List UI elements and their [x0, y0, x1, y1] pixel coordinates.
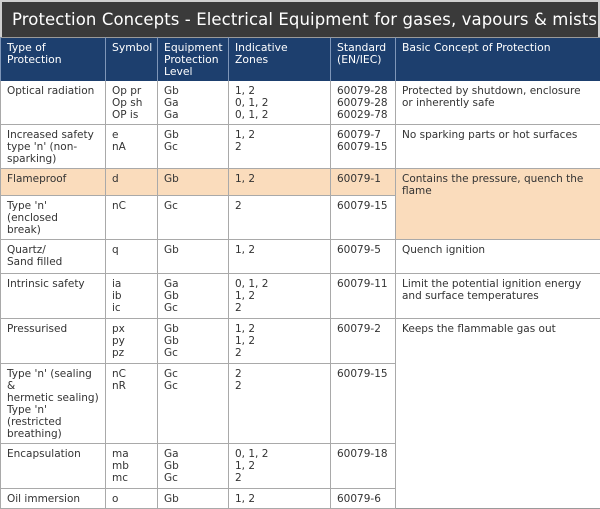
cell-symbol: ia ib ic	[106, 274, 158, 319]
title-bar: Protection Concepts - Electrical Equipme…	[0, 0, 600, 37]
header-standard: Standard (EN/IEC)	[331, 38, 396, 82]
cell-epl: Ga Gb Gc	[158, 274, 229, 319]
cell-standard: 60079-18	[331, 444, 396, 489]
cell-symbol: Op pr Op sh OP is	[106, 81, 158, 125]
cell-zones: 2	[229, 196, 331, 240]
cell-epl: Gb Ga Ga	[158, 81, 229, 125]
cell-epl: Gb Gb Gc	[158, 319, 229, 364]
cell-epl: Gb	[158, 240, 229, 274]
cell-standard: 60079-2	[331, 319, 396, 364]
cell-zones: 1, 2 2	[229, 125, 331, 169]
cell-zones: 0, 1, 2 1, 2 2	[229, 274, 331, 319]
cell-concept: Limit the potential ignition energy and …	[396, 274, 600, 319]
cell-zones: 1, 2 1, 2 2	[229, 319, 331, 364]
cell-type: Optical radiation	[1, 81, 106, 125]
cell-symbol: nC nR	[106, 364, 158, 444]
cell-zones: 2 2	[229, 364, 331, 444]
cell-type: Intrinsic safety	[1, 274, 106, 319]
cell-standard: 60079-28 60079-28 60029-78	[331, 81, 396, 125]
cell-concept: Quench ignition	[396, 240, 600, 274]
cell-concept: Keeps the flammable gas out	[396, 319, 600, 509]
table-row-optical-radiation: Optical radiation Op pr Op sh OP is Gb G…	[1, 81, 600, 125]
cell-type: Flameproof	[1, 169, 106, 196]
header-symbol: Symbol	[106, 38, 158, 82]
header-concept: Basic Concept of Protection	[396, 38, 600, 82]
cell-concept: Protected by shutdown, enclosure or inhe…	[396, 81, 600, 125]
protection-concepts-table: Type of Protection Symbol Equipment Prot…	[0, 37, 600, 509]
table-row-quartz-sand: Quartz/ Sand filled q Gb 1, 2 60079-5 Qu…	[1, 240, 600, 274]
cell-symbol: d	[106, 169, 158, 196]
cell-type: Increased safety type 'n' (non- sparking…	[1, 125, 106, 169]
page-title: Protection Concepts - Electrical Equipme…	[2, 10, 600, 29]
page: Protection Concepts - Electrical Equipme…	[0, 0, 600, 497]
cell-type: Pressurised	[1, 319, 106, 364]
cell-zones: 0, 1, 2 1, 2 2	[229, 444, 331, 489]
cell-standard: 60079-5	[331, 240, 396, 274]
cell-type: Oil immersion	[1, 489, 106, 509]
cell-epl: Gc Gc	[158, 364, 229, 444]
table-row-flameproof: Flameproof d Gb 1, 2 60079-1 Contains th…	[1, 169, 600, 196]
cell-type: Encapsulation	[1, 444, 106, 489]
cell-symbol: ma mb mc	[106, 444, 158, 489]
cell-symbol: px py pz	[106, 319, 158, 364]
cell-epl: Gb Gc	[158, 125, 229, 169]
cell-zones: 1, 2	[229, 489, 331, 509]
cell-standard: 60079-15	[331, 364, 396, 444]
header-epl: Equipment Protection Level	[158, 38, 229, 82]
cell-zones: 1, 2 0, 1, 2 0, 1, 2	[229, 81, 331, 125]
cell-standard: 60079-11	[331, 274, 396, 319]
cell-standard: 60079-15	[331, 196, 396, 240]
cell-symbol: nC	[106, 196, 158, 240]
cell-zones: 1, 2	[229, 169, 331, 196]
header-zones: Indicative Zones	[229, 38, 331, 82]
cell-symbol: q	[106, 240, 158, 274]
cell-epl: Gb	[158, 169, 229, 196]
cell-type: Type 'n' (sealing & hermetic sealing) Ty…	[1, 364, 106, 444]
cell-epl: Gb	[158, 489, 229, 509]
cell-type: Type 'n' (enclosed break)	[1, 196, 106, 240]
header-type: Type of Protection	[1, 38, 106, 82]
cell-standard: 60079-6	[331, 489, 396, 509]
cell-type: Quartz/ Sand filled	[1, 240, 106, 274]
table-row-increased-safety: Increased safety type 'n' (non- sparking…	[1, 125, 600, 169]
cell-concept: No sparking parts or hot surfaces	[396, 125, 600, 169]
table-row-intrinsic-safety: Intrinsic safety ia ib ic Ga Gb Gc 0, 1,…	[1, 274, 600, 319]
cell-epl: Ga Gb Gc	[158, 444, 229, 489]
table-header-row: Type of Protection Symbol Equipment Prot…	[1, 38, 600, 82]
cell-standard: 60079-1	[331, 169, 396, 196]
table-row-pressurised: Pressurised px py pz Gb Gb Gc 1, 2 1, 2 …	[1, 319, 600, 364]
cell-symbol: e nA	[106, 125, 158, 169]
cell-standard: 60079-7 60079-15	[331, 125, 396, 169]
cell-concept: Contains the pressure, quench the flame	[396, 169, 600, 240]
cell-symbol: o	[106, 489, 158, 509]
cell-zones: 1, 2	[229, 240, 331, 274]
cell-epl: Gc	[158, 196, 229, 240]
